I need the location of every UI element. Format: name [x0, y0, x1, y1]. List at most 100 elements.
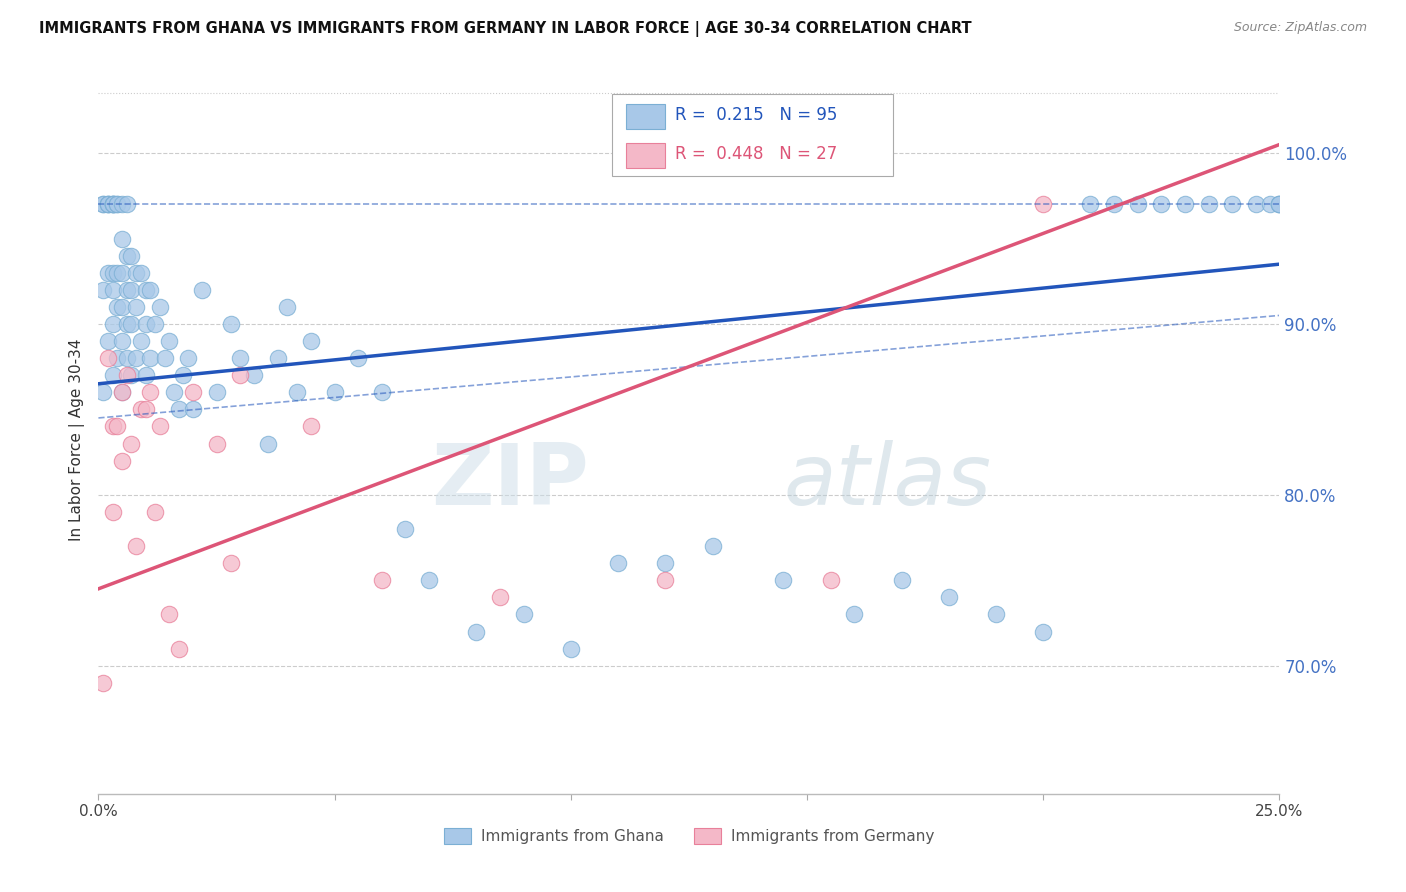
Point — [105, 419, 128, 434]
Point — [654, 556, 676, 570]
Point — [135, 283, 157, 297]
Point — [205, 385, 228, 400]
Point — [371, 385, 394, 400]
Point — [129, 334, 152, 348]
Point — [1244, 197, 1267, 211]
Point — [1032, 624, 1054, 639]
Point — [167, 641, 190, 656]
Text: atlas: atlas — [783, 441, 991, 524]
Point — [890, 574, 912, 588]
Point — [607, 556, 630, 570]
Text: Source: ZipAtlas.com: Source: ZipAtlas.com — [1233, 21, 1367, 34]
Point — [143, 317, 166, 331]
Point — [111, 300, 134, 314]
Point — [243, 368, 266, 383]
Point — [181, 402, 204, 417]
Point — [111, 197, 134, 211]
Point — [101, 368, 124, 383]
Text: IMMIGRANTS FROM GHANA VS IMMIGRANTS FROM GERMANY IN LABOR FORCE | AGE 30-34 CORR: IMMIGRANTS FROM GHANA VS IMMIGRANTS FROM… — [39, 21, 972, 37]
Point — [1032, 197, 1054, 211]
Point — [129, 402, 152, 417]
Point — [101, 317, 124, 331]
Point — [276, 300, 298, 314]
Text: R =  0.215   N = 95: R = 0.215 N = 95 — [675, 106, 837, 124]
Point — [702, 539, 724, 553]
Point — [149, 300, 172, 314]
Y-axis label: In Labor Force | Age 30-34: In Labor Force | Age 30-34 — [69, 338, 86, 541]
Point — [111, 385, 134, 400]
Point — [115, 283, 138, 297]
Point — [1268, 197, 1291, 211]
Point — [299, 419, 322, 434]
Point — [205, 436, 228, 450]
Point — [97, 334, 120, 348]
Point — [323, 385, 346, 400]
Point — [984, 607, 1007, 622]
Point — [1198, 197, 1220, 211]
Point — [153, 351, 176, 366]
Point — [105, 197, 128, 211]
Point — [105, 197, 128, 211]
Point — [125, 300, 148, 314]
Point — [101, 266, 124, 280]
Point — [257, 436, 280, 450]
Point — [820, 574, 842, 588]
Point — [1080, 197, 1102, 211]
Point — [115, 197, 138, 211]
Point — [97, 351, 120, 366]
Point — [121, 249, 143, 263]
Point — [135, 368, 157, 383]
Point — [163, 385, 186, 400]
Point — [394, 522, 416, 536]
Point — [97, 197, 120, 211]
Point — [489, 591, 512, 605]
Point — [172, 368, 194, 383]
Point — [1150, 197, 1173, 211]
Point — [465, 624, 488, 639]
Point — [177, 351, 200, 366]
Point — [219, 556, 242, 570]
Point — [371, 574, 394, 588]
Point — [229, 351, 252, 366]
Point — [91, 675, 114, 690]
Point — [135, 402, 157, 417]
Point — [267, 351, 290, 366]
Point — [143, 505, 166, 519]
Point — [121, 317, 143, 331]
Point — [1102, 197, 1125, 211]
Point — [115, 317, 138, 331]
Point — [167, 402, 190, 417]
Point — [1126, 197, 1149, 211]
Point — [105, 300, 128, 314]
Point — [111, 231, 134, 245]
Point — [111, 266, 134, 280]
Point — [111, 385, 134, 400]
Point — [299, 334, 322, 348]
Point — [121, 368, 143, 383]
Point — [101, 197, 124, 211]
Point — [115, 351, 138, 366]
Point — [191, 283, 214, 297]
Point — [91, 197, 114, 211]
Point — [97, 266, 120, 280]
Point — [91, 385, 114, 400]
Point — [772, 574, 794, 588]
Point — [157, 607, 180, 622]
Point — [97, 197, 120, 211]
Point — [129, 266, 152, 280]
Point — [1268, 197, 1291, 211]
Point — [181, 385, 204, 400]
Point — [1258, 197, 1281, 211]
Point — [139, 351, 162, 366]
Point — [512, 607, 534, 622]
Point — [654, 574, 676, 588]
Point — [157, 334, 180, 348]
Point — [139, 283, 162, 297]
Point — [91, 197, 114, 211]
Point — [418, 574, 440, 588]
Point — [121, 283, 143, 297]
Text: ZIP: ZIP — [430, 441, 589, 524]
Point — [229, 368, 252, 383]
Point — [139, 385, 162, 400]
Point — [125, 539, 148, 553]
